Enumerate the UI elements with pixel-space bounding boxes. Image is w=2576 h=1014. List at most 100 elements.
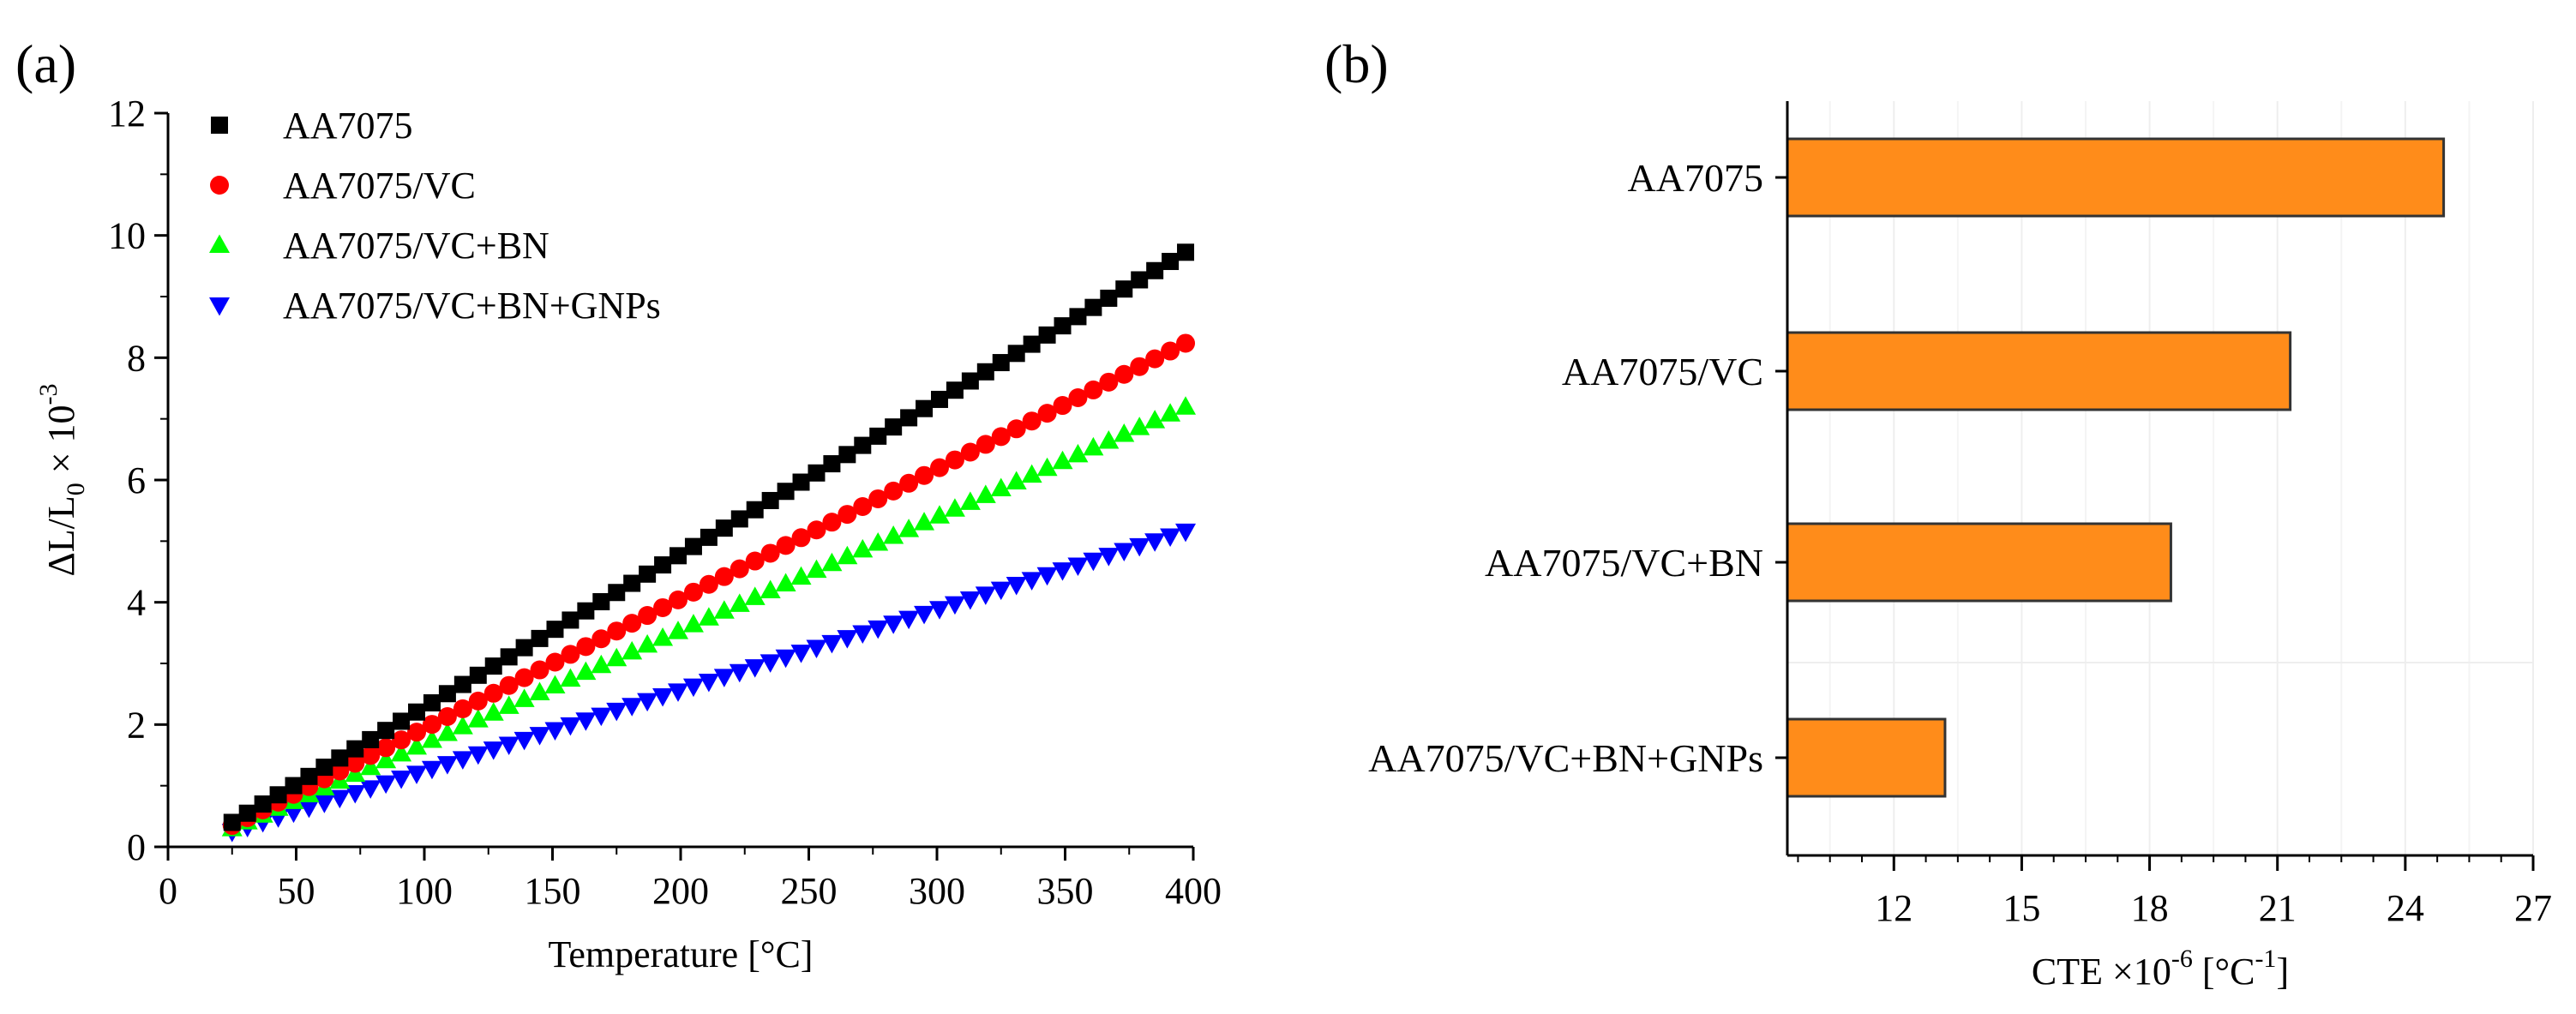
data-point [1129, 417, 1150, 435]
data-point [746, 501, 764, 519]
data-point [254, 795, 272, 813]
data-point [436, 756, 458, 775]
data-point [745, 551, 765, 571]
data-point [453, 675, 471, 693]
data-point [1160, 403, 1181, 422]
data-point [1021, 572, 1042, 591]
category-label: AA7075/VC+BN+GNPs [1368, 736, 1763, 780]
data-point [375, 749, 397, 769]
data-point [483, 683, 503, 703]
data-point [421, 729, 442, 748]
data-point [852, 625, 874, 645]
data-point [1176, 333, 1196, 353]
data-point [698, 607, 719, 626]
data-point [729, 593, 750, 612]
data-point [546, 621, 564, 639]
data-point [314, 795, 335, 813]
x-tick-label: 27 [2514, 887, 2552, 929]
data-point [821, 552, 843, 572]
data-point [437, 707, 457, 727]
category-label: AA7075/VC+BN [1485, 541, 1763, 585]
data-point [592, 592, 610, 610]
data-point [1114, 543, 1135, 561]
data-point [760, 543, 780, 563]
data-point [467, 746, 489, 765]
series-aa7075-vc-bn [221, 396, 1197, 837]
data-point [959, 591, 981, 610]
y-tick-label: 6 [127, 459, 146, 501]
data-point [468, 691, 488, 711]
data-point [714, 567, 734, 586]
data-point [498, 736, 519, 755]
data-point [654, 556, 672, 574]
data-point [1115, 280, 1133, 298]
data-point [699, 574, 718, 594]
data-point [392, 730, 411, 750]
data-point [298, 799, 320, 819]
y-tick-label: 12 [108, 93, 146, 135]
legend-label: AA7075 [283, 105, 413, 147]
data-point [777, 483, 795, 501]
data-point [730, 510, 748, 528]
data-point [837, 545, 858, 565]
data-point [668, 621, 689, 639]
data-point [821, 634, 843, 654]
data-point [928, 505, 950, 524]
data-point [1084, 298, 1102, 316]
data-point [682, 614, 704, 633]
data-point [423, 693, 441, 711]
data-point [775, 649, 796, 669]
x-tick-label: 100 [396, 870, 453, 912]
data-point [1129, 537, 1150, 557]
data-point [345, 784, 366, 804]
chart-b-bar-chart: AA7075 AA7075/VC AA7075/VC+BN AA7075/VC+BN+… [1368, 101, 2552, 993]
legend-label: AA7075/VC+BN [283, 225, 549, 267]
data-point [868, 531, 889, 551]
data-point [790, 645, 812, 663]
data-point [544, 722, 566, 741]
data-point [1068, 387, 1088, 407]
x-tick-label: 21 [2259, 887, 2297, 929]
data-point [1160, 528, 1181, 548]
data-point [792, 473, 810, 491]
data-point [730, 559, 749, 579]
series-aa7075-vc [222, 333, 1196, 836]
x-tick-label: 0 [159, 870, 177, 912]
y-tick-label: 8 [127, 337, 146, 379]
data-point [483, 741, 504, 760]
data-point [1053, 396, 1072, 416]
x-tick-label: 15 [2003, 887, 2040, 929]
data-point [852, 538, 874, 558]
data-point [1006, 419, 1026, 439]
data-point [1037, 404, 1057, 423]
data-point [1098, 548, 1120, 567]
data-point [360, 756, 381, 776]
data-point [838, 446, 856, 464]
data-point [530, 660, 549, 680]
data-point [499, 675, 519, 695]
data-point [990, 477, 1012, 496]
panel-a-label: (a) [15, 33, 76, 94]
data-point [946, 381, 964, 399]
data-point [991, 427, 1011, 447]
series-aa7075 [223, 243, 1195, 831]
series-aa7075-vc-bn-gnps [221, 523, 1197, 843]
data-point [822, 513, 842, 532]
x-tick-label: 300 [909, 870, 965, 912]
data-point [1067, 443, 1089, 463]
data-point [915, 465, 934, 485]
data-point [238, 804, 256, 822]
data-point [560, 717, 581, 736]
data-point [652, 687, 674, 707]
data-point [500, 648, 518, 666]
data-point [713, 600, 735, 619]
x-axis-title: CTE ×10-6 [°C-1] [2032, 945, 2289, 993]
data-point [360, 780, 381, 799]
data-point [683, 582, 703, 602]
legend-marker [210, 176, 229, 195]
data-point [1038, 326, 1056, 344]
legend: AA7075 AA7075/VC AA7075/VC+BN AA7075/VC+BN+… [209, 105, 661, 327]
data-point [544, 675, 566, 694]
data-point [575, 661, 597, 681]
